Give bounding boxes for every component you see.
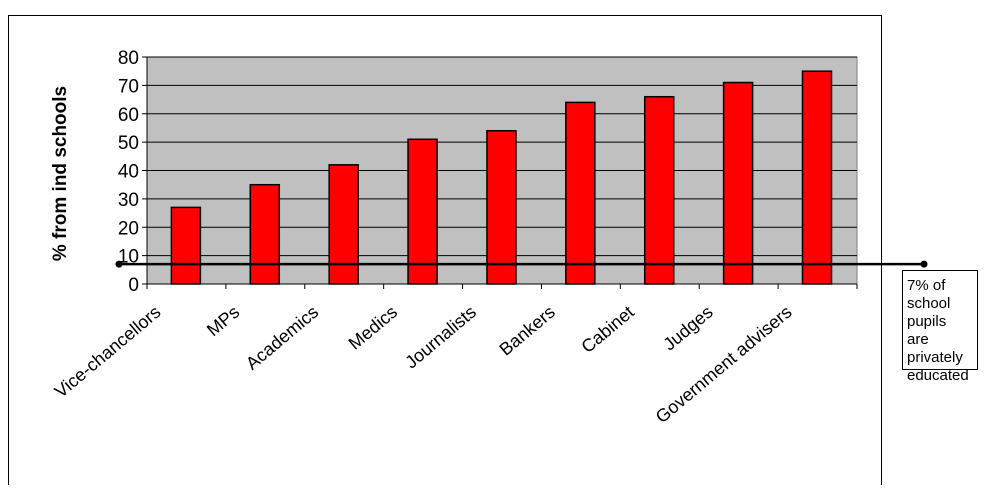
x-tick-label: Academics — [242, 302, 322, 374]
y-tick-label: 40 — [118, 162, 139, 183]
annotation-line: educated — [907, 367, 969, 384]
annotation-line: school — [907, 295, 951, 312]
y-tick-label: 30 — [118, 190, 139, 211]
x-tick-label: Judges — [659, 302, 716, 355]
bar — [407, 138, 438, 285]
x-tick-label: Bankers — [495, 302, 558, 360]
y-tick-label: 80 — [118, 48, 139, 69]
bar — [486, 130, 517, 285]
bar — [249, 183, 281, 285]
y-tick-label: 10 — [118, 247, 139, 268]
reference-line — [115, 260, 928, 268]
annotation-line: are — [907, 331, 929, 348]
annotation-line: privately — [907, 349, 963, 366]
y-tick-label: 60 — [118, 105, 139, 126]
x-tick-label: Journalists — [401, 302, 480, 373]
annotation-box: 7% of school pupils are privately educated — [902, 270, 978, 384]
y-tick-label: 0 — [128, 275, 139, 296]
bar — [643, 95, 675, 285]
x-tick-label: Cabinet — [577, 302, 637, 357]
axes — [142, 56, 858, 289]
bar — [328, 164, 359, 285]
reference-line-end-marker — [920, 260, 928, 268]
bar — [722, 81, 754, 285]
chart-frame — [8, 15, 882, 485]
y-axis-label: % from ind schools — [50, 86, 71, 261]
x-tick-label: Government advisers — [652, 302, 796, 427]
bar — [801, 70, 833, 285]
x-tick-label: Vice-chancellors — [51, 302, 165, 402]
y-tick-label: 20 — [118, 218, 139, 239]
y-tick-label: 50 — [118, 133, 139, 154]
x-tick-label: Medics — [345, 302, 402, 354]
reference-line-start-marker — [115, 260, 123, 268]
y-tick-label: 70 — [118, 76, 139, 97]
bar — [170, 206, 202, 285]
annotation-line: 7% of — [907, 277, 946, 294]
annotation-line: pupils — [907, 313, 947, 330]
y-tick-labels: 0 10 20 30 40 50 60 70 80 — [118, 48, 139, 296]
bar — [565, 101, 596, 285]
x-tick-label: MPs — [203, 302, 243, 340]
